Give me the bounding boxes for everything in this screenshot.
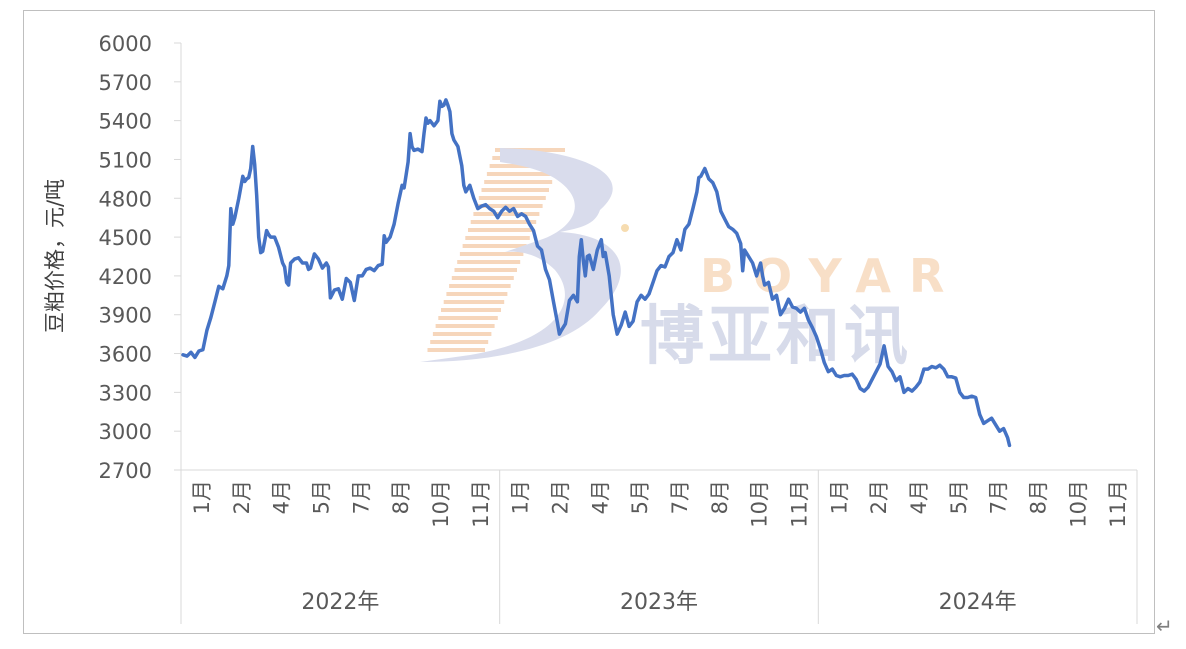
x-month-label: 11月: [469, 480, 493, 528]
y-tick-label: 2700: [99, 459, 152, 483]
watermark-brand-cn: 博亚和讯: [640, 300, 912, 374]
x-year-label: 2024年: [939, 590, 1017, 615]
paragraph-return-mark: ↵: [1156, 614, 1173, 638]
y-tick-label: 5700: [99, 71, 152, 95]
x-month-label: 8月: [708, 480, 732, 514]
x-month-label: 4月: [270, 480, 294, 514]
x-month-label: 11月: [787, 480, 811, 528]
x-month-label: 1月: [827, 480, 851, 514]
chart-frame: [23, 10, 1155, 634]
x-month-label: 7月: [349, 480, 373, 514]
x-month-label: 2月: [230, 480, 254, 514]
watermark-brand-en: BOYAR: [700, 249, 962, 303]
x-month-label: 5月: [628, 480, 652, 514]
y-tick-label: 4500: [99, 226, 152, 250]
y-axis-ticks: 2700 3000 3300 3600 3900 4200 4500 4800 5100 5400…: [99, 32, 181, 483]
y-tick-label: 3000: [99, 420, 152, 444]
x-month-label: 7月: [987, 480, 1011, 514]
x-month-label: 5月: [947, 480, 971, 514]
x-month-label: 5月: [309, 480, 333, 514]
x-month-label: 1月: [509, 480, 533, 514]
x-axis: 1月 2月 4月 5月 7月 8月 10月 11月 1月 2月 4月 5月 7月 8月 10月 11月 1月 2月…: [180, 469, 1138, 624]
x-month-label: 2月: [548, 480, 572, 514]
x-month-label: 4月: [907, 480, 931, 514]
y-tick-label: 3600: [99, 343, 152, 367]
x-month-label: 7月: [668, 480, 692, 514]
y-tick-label: 4200: [99, 265, 152, 289]
y-axis-title: 豆粕价格，元/吨: [43, 179, 67, 333]
y-tick-label: 6000: [99, 32, 152, 56]
x-month-label: 8月: [389, 480, 413, 514]
x-month-label: 2月: [867, 480, 891, 514]
x-month-label: 8月: [1026, 480, 1050, 514]
price-series-line: [181, 98, 1012, 448]
x-month-label: 11月: [1106, 480, 1130, 528]
x-month-label: 10月: [429, 480, 453, 528]
logo-b-shape: [420, 148, 621, 362]
x-month-label: 4月: [588, 480, 612, 514]
logo-stripes: [427, 148, 565, 352]
x-month-label: 10月: [1066, 480, 1090, 528]
x-year-label: 2022年: [301, 590, 379, 615]
y-tick-label: 5100: [99, 148, 152, 172]
logo-eye-dot: [621, 224, 629, 232]
y-tick-label: 5400: [99, 110, 152, 134]
y-tick-label: 3300: [99, 381, 152, 405]
boyar-watermark: BOYAR 博亚和讯: [420, 148, 962, 374]
x-month-label: 10月: [748, 480, 772, 528]
y-tick-label: 4800: [99, 187, 152, 211]
x-year-label: 2023年: [620, 590, 698, 615]
x-month-label: 1月: [190, 480, 214, 514]
y-tick-label: 3900: [99, 304, 152, 328]
